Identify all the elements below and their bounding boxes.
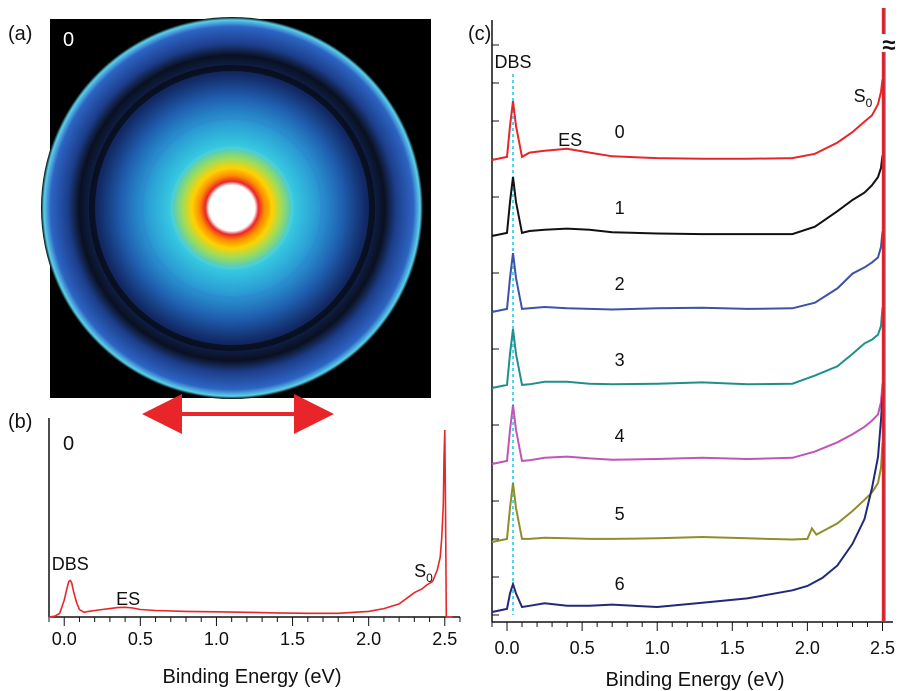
image-label: 0 <box>63 29 74 51</box>
image-rings <box>41 17 423 399</box>
ring-dark-band <box>89 65 375 351</box>
ring-mid-band <box>140 116 324 300</box>
ring-bright-band <box>170 146 294 270</box>
panel-c-letter: (c) <box>468 23 491 45</box>
panel-c-annotation: DBS <box>495 52 532 72</box>
panel-c-series-line <box>491 383 884 465</box>
panel-c-series-line <box>491 307 884 389</box>
panel-b-x-axis-label: Binding Energy (eV) <box>163 666 342 688</box>
panel-c-annotation: S0 <box>854 86 873 110</box>
panel-c-series-label: 1 <box>615 198 625 218</box>
panel-b-x-tick-label: 2.0 <box>356 629 381 649</box>
panel-b-x-tick-label: 1.5 <box>280 629 305 649</box>
panel-c-series-line <box>491 155 884 237</box>
panel-b-chart: 0.0 0.5 1.0 1.5 2.0 2.5 DBS ES S0 <box>48 418 461 649</box>
panel-c-x-tick-label: 0.5 <box>570 638 595 658</box>
panel-c-x-tick-label: 2.0 <box>795 638 820 658</box>
axis-break-symbol: ≈ <box>882 32 895 59</box>
panel-c-chart: 0.0 0.5 1.0 1.5 2.0 2.5 0 1 2 3 4 5 6 DBS ES S0 <box>491 8 901 658</box>
panel-c-annotation: ES <box>558 130 582 150</box>
panel-c-x-tick-label: 1.5 <box>720 638 745 658</box>
panel-c-series-line <box>491 79 884 161</box>
panel-c-x-tick-label: 2.5 <box>870 638 895 658</box>
panel-b-x-tick-label: 2.5 <box>432 629 457 649</box>
panel-b-annotation: S0 <box>414 561 433 585</box>
panel-c-series-line <box>491 231 884 313</box>
velocity-map-image <box>41 17 431 399</box>
panel-c-series-label: 6 <box>615 574 625 594</box>
panel-c-series-label: 0 <box>615 122 625 142</box>
panel-b-x-tick-label: 1.0 <box>204 629 229 649</box>
panel-c-x-tick-label: 0.0 <box>495 638 520 658</box>
panel-c-x-axis-label: Binding Energy (eV) <box>606 669 785 691</box>
panel-c-series-label: 2 <box>615 274 625 294</box>
panel-b-x-tick-label: 0.5 <box>128 629 153 649</box>
panel-c-x-tick-label: 1.0 <box>645 638 670 658</box>
panel-b-trace-label: 0 <box>63 433 74 455</box>
panel-c-series-label: 3 <box>615 350 625 370</box>
panel-c-series-label: 5 <box>615 504 625 524</box>
panel-b-x-tick-label: 0.0 <box>52 629 77 649</box>
panel-c-series-line <box>491 394 884 613</box>
panel-b-annotation: ES <box>116 589 140 609</box>
axis-break-mask <box>879 34 901 52</box>
panel-c-series-label: 4 <box>615 426 625 446</box>
panel-c-series-line <box>491 442 884 543</box>
panel-b-annotation: DBS <box>52 554 89 574</box>
panel-a-letter: (a) <box>8 23 32 45</box>
panel-b-spectrum-line <box>48 429 453 618</box>
panel-b-letter: (b) <box>8 411 32 433</box>
